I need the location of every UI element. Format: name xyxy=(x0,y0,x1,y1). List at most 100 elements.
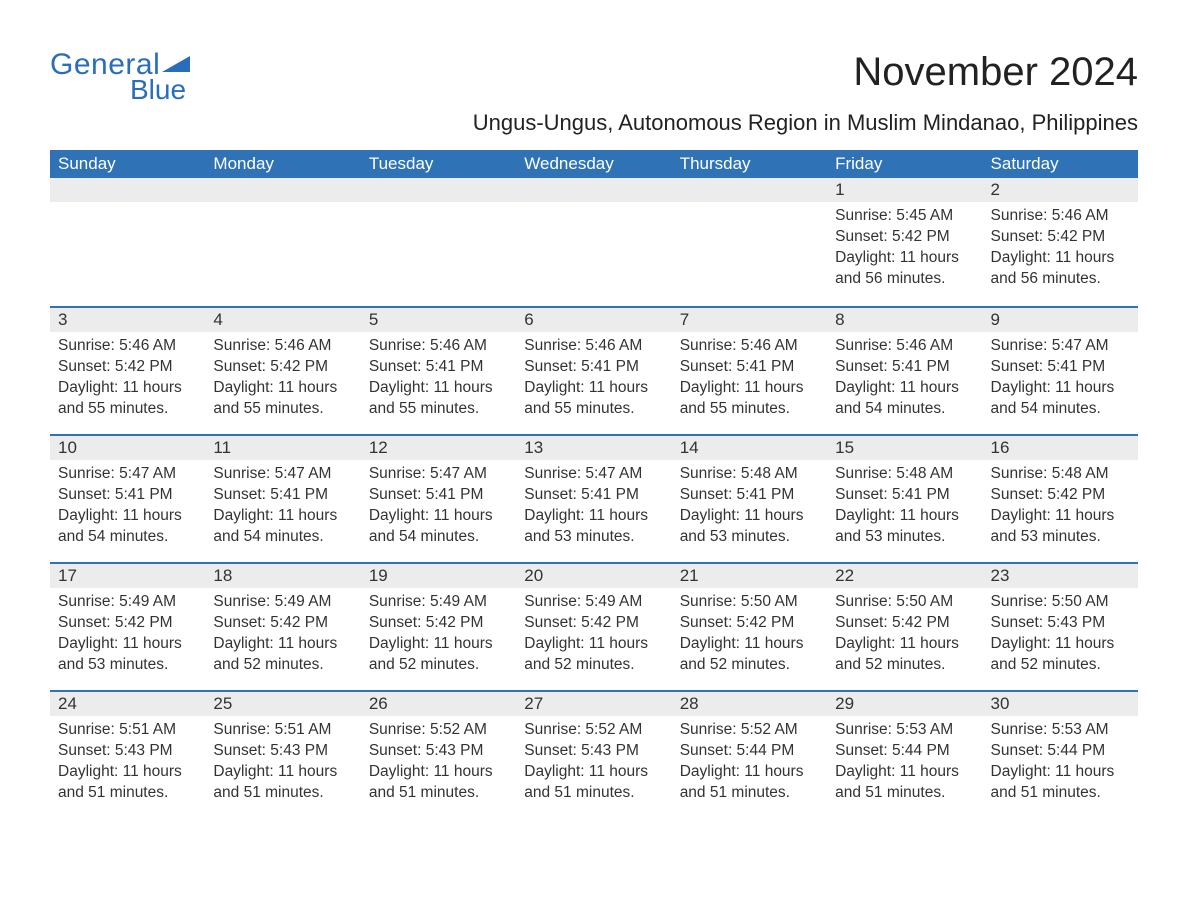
calendar-week-row: 10Sunrise: 5:47 AMSunset: 5:41 PMDayligh… xyxy=(50,434,1138,562)
day-body: Sunrise: 5:50 AMSunset: 5:42 PMDaylight:… xyxy=(672,588,827,676)
calendar-day-cell: 9Sunrise: 5:47 AMSunset: 5:41 PMDaylight… xyxy=(983,306,1138,434)
sunrise-line: Sunrise: 5:48 AM xyxy=(835,464,974,485)
calendar-day-cell: 20Sunrise: 5:49 AMSunset: 5:42 PMDayligh… xyxy=(516,562,671,690)
calendar-day-cell: 3Sunrise: 5:46 AMSunset: 5:42 PMDaylight… xyxy=(50,306,205,434)
weekday-head: Tuesday xyxy=(361,150,516,178)
daylight-line: Daylight: 11 hours and 51 minutes. xyxy=(835,762,974,804)
day-body: Sunrise: 5:48 AMSunset: 5:42 PMDaylight:… xyxy=(983,460,1138,548)
sunset-line: Sunset: 5:44 PM xyxy=(680,741,819,762)
sunset-line: Sunset: 5:42 PM xyxy=(991,485,1130,506)
sunrise-line: Sunrise: 5:47 AM xyxy=(524,464,663,485)
sunset-line: Sunset: 5:41 PM xyxy=(680,485,819,506)
calendar-day-cell: 29Sunrise: 5:53 AMSunset: 5:44 PMDayligh… xyxy=(827,690,982,818)
day-body: Sunrise: 5:46 AMSunset: 5:42 PMDaylight:… xyxy=(983,202,1138,290)
sunrise-line: Sunrise: 5:47 AM xyxy=(58,464,197,485)
day-number: 16 xyxy=(983,436,1138,460)
calendar-day-cell: 26Sunrise: 5:52 AMSunset: 5:43 PMDayligh… xyxy=(361,690,516,818)
sunrise-line: Sunrise: 5:51 AM xyxy=(213,720,352,741)
daylight-line: Daylight: 11 hours and 52 minutes. xyxy=(524,634,663,676)
calendar-day-cell: 16Sunrise: 5:48 AMSunset: 5:42 PMDayligh… xyxy=(983,434,1138,562)
day-body: Sunrise: 5:46 AMSunset: 5:41 PMDaylight:… xyxy=(516,332,671,420)
day-number xyxy=(205,178,360,202)
calendar-day-cell: 6Sunrise: 5:46 AMSunset: 5:41 PMDaylight… xyxy=(516,306,671,434)
daylight-line: Daylight: 11 hours and 55 minutes. xyxy=(524,378,663,420)
day-number: 19 xyxy=(361,564,516,588)
sunrise-line: Sunrise: 5:52 AM xyxy=(369,720,508,741)
day-body: Sunrise: 5:46 AMSunset: 5:42 PMDaylight:… xyxy=(50,332,205,420)
calendar-day-cell xyxy=(205,178,360,306)
day-body: Sunrise: 5:47 AMSunset: 5:41 PMDaylight:… xyxy=(205,460,360,548)
sunset-line: Sunset: 5:41 PM xyxy=(991,357,1130,378)
sunset-line: Sunset: 5:41 PM xyxy=(835,357,974,378)
day-body: Sunrise: 5:46 AMSunset: 5:41 PMDaylight:… xyxy=(361,332,516,420)
day-number: 24 xyxy=(50,692,205,716)
daylight-line: Daylight: 11 hours and 54 minutes. xyxy=(58,506,197,548)
day-number: 14 xyxy=(672,436,827,460)
day-number: 10 xyxy=(50,436,205,460)
sunrise-line: Sunrise: 5:46 AM xyxy=(58,336,197,357)
sunrise-line: Sunrise: 5:45 AM xyxy=(835,206,974,227)
daylight-line: Daylight: 11 hours and 52 minutes. xyxy=(213,634,352,676)
header: General Blue November 2024 xyxy=(50,50,1138,104)
day-body xyxy=(672,202,827,262)
sunrise-line: Sunrise: 5:48 AM xyxy=(991,464,1130,485)
day-number: 21 xyxy=(672,564,827,588)
calendar-day-cell xyxy=(361,178,516,306)
day-number xyxy=(672,178,827,202)
sunrise-line: Sunrise: 5:52 AM xyxy=(680,720,819,741)
day-number: 9 xyxy=(983,308,1138,332)
sunrise-line: Sunrise: 5:47 AM xyxy=(991,336,1130,357)
flag-icon xyxy=(162,54,190,74)
sunrise-line: Sunrise: 5:46 AM xyxy=(835,336,974,357)
day-body: Sunrise: 5:52 AMSunset: 5:43 PMDaylight:… xyxy=(361,716,516,804)
day-number: 4 xyxy=(205,308,360,332)
sunrise-line: Sunrise: 5:50 AM xyxy=(835,592,974,613)
brand-logo: General Blue xyxy=(50,50,190,104)
day-body: Sunrise: 5:53 AMSunset: 5:44 PMDaylight:… xyxy=(983,716,1138,804)
daylight-line: Daylight: 11 hours and 52 minutes. xyxy=(991,634,1130,676)
calendar-day-cell: 1Sunrise: 5:45 AMSunset: 5:42 PMDaylight… xyxy=(827,178,982,306)
day-number: 13 xyxy=(516,436,671,460)
daylight-line: Daylight: 11 hours and 51 minutes. xyxy=(58,762,197,804)
day-number: 3 xyxy=(50,308,205,332)
calendar-day-cell: 11Sunrise: 5:47 AMSunset: 5:41 PMDayligh… xyxy=(205,434,360,562)
calendar-day-cell: 14Sunrise: 5:48 AMSunset: 5:41 PMDayligh… xyxy=(672,434,827,562)
calendar-day-cell: 2Sunrise: 5:46 AMSunset: 5:42 PMDaylight… xyxy=(983,178,1138,306)
calendar-day-cell: 8Sunrise: 5:46 AMSunset: 5:41 PMDaylight… xyxy=(827,306,982,434)
calendar-day-cell: 17Sunrise: 5:49 AMSunset: 5:42 PMDayligh… xyxy=(50,562,205,690)
sunset-line: Sunset: 5:41 PM xyxy=(58,485,197,506)
day-body: Sunrise: 5:50 AMSunset: 5:42 PMDaylight:… xyxy=(827,588,982,676)
sunset-line: Sunset: 5:41 PM xyxy=(213,485,352,506)
daylight-line: Daylight: 11 hours and 53 minutes. xyxy=(991,506,1130,548)
sunrise-line: Sunrise: 5:52 AM xyxy=(524,720,663,741)
day-body: Sunrise: 5:53 AMSunset: 5:44 PMDaylight:… xyxy=(827,716,982,804)
sunset-line: Sunset: 5:42 PM xyxy=(835,613,974,634)
daylight-line: Daylight: 11 hours and 51 minutes. xyxy=(369,762,508,804)
sunrise-line: Sunrise: 5:46 AM xyxy=(369,336,508,357)
daylight-line: Daylight: 11 hours and 53 minutes. xyxy=(680,506,819,548)
daylight-line: Daylight: 11 hours and 54 minutes. xyxy=(835,378,974,420)
calendar-day-cell: 7Sunrise: 5:46 AMSunset: 5:41 PMDaylight… xyxy=(672,306,827,434)
calendar-day-cell: 15Sunrise: 5:48 AMSunset: 5:41 PMDayligh… xyxy=(827,434,982,562)
daylight-line: Daylight: 11 hours and 52 minutes. xyxy=(835,634,974,676)
day-body: Sunrise: 5:49 AMSunset: 5:42 PMDaylight:… xyxy=(50,588,205,676)
sunset-line: Sunset: 5:43 PM xyxy=(524,741,663,762)
day-number: 6 xyxy=(516,308,671,332)
day-body: Sunrise: 5:48 AMSunset: 5:41 PMDaylight:… xyxy=(672,460,827,548)
day-body: Sunrise: 5:49 AMSunset: 5:42 PMDaylight:… xyxy=(516,588,671,676)
day-body xyxy=(50,202,205,262)
sunset-line: Sunset: 5:41 PM xyxy=(680,357,819,378)
day-number: 30 xyxy=(983,692,1138,716)
day-number: 22 xyxy=(827,564,982,588)
sunrise-line: Sunrise: 5:53 AM xyxy=(835,720,974,741)
sunset-line: Sunset: 5:42 PM xyxy=(524,613,663,634)
calendar-week-row: 1Sunrise: 5:45 AMSunset: 5:42 PMDaylight… xyxy=(50,178,1138,306)
day-body: Sunrise: 5:47 AMSunset: 5:41 PMDaylight:… xyxy=(361,460,516,548)
daylight-line: Daylight: 11 hours and 55 minutes. xyxy=(680,378,819,420)
day-number: 7 xyxy=(672,308,827,332)
sunrise-line: Sunrise: 5:46 AM xyxy=(991,206,1130,227)
day-body: Sunrise: 5:52 AMSunset: 5:43 PMDaylight:… xyxy=(516,716,671,804)
calendar-day-cell: 22Sunrise: 5:50 AMSunset: 5:42 PMDayligh… xyxy=(827,562,982,690)
day-number: 18 xyxy=(205,564,360,588)
sunset-line: Sunset: 5:42 PM xyxy=(58,357,197,378)
